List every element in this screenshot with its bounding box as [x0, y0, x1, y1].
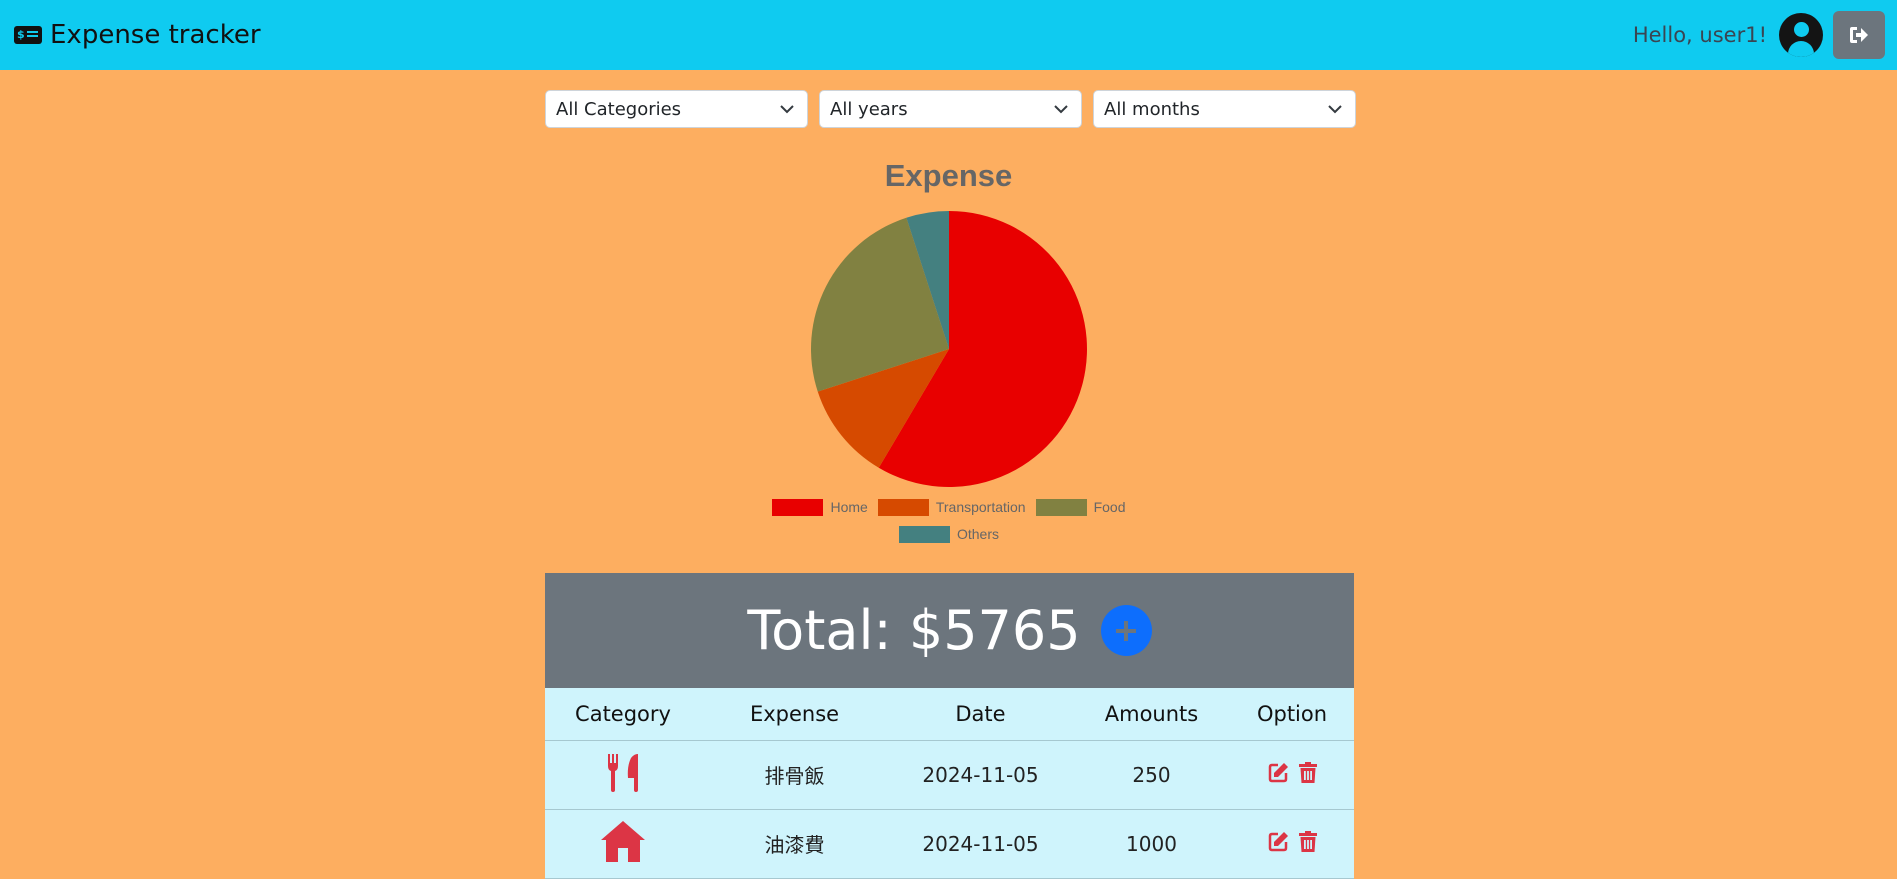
category-cell [545, 740, 701, 810]
chevron-down-icon [1328, 105, 1342, 114]
column-header-date[interactable]: Date [888, 688, 1073, 741]
expense-cell: 油漆費 [701, 809, 888, 879]
option-cell [1230, 809, 1354, 879]
pie-slice-food[interactable] [811, 217, 949, 392]
category-select-value: All Categories [556, 98, 682, 120]
user-circle-icon[interactable] [1779, 13, 1823, 57]
expense-table: Category Expense Date Amounts Option 排骨飯… [545, 688, 1354, 879]
option-cell [1230, 740, 1354, 810]
legend-label: Food [1093, 499, 1126, 515]
legend-label: Others [956, 526, 999, 542]
pie-slice-others[interactable] [906, 211, 949, 349]
legend-swatch [877, 499, 929, 516]
pie-slice-home[interactable] [878, 211, 1087, 488]
table-row: 排骨飯 2024-11-05 250 [545, 740, 1354, 810]
legend-swatch [1035, 499, 1087, 516]
expense-cell: 排骨飯 [701, 740, 888, 810]
expense-table-card: Total: $5765 Category Expense Date Amoun… [545, 573, 1354, 879]
table-header-row: Category Expense Date Amounts Option [545, 688, 1354, 741]
edit-icon[interactable] [1268, 762, 1289, 783]
legend-item-home[interactable]: Home [772, 494, 868, 521]
filters: All Categories All years All months [545, 90, 1356, 128]
date-cell: 2024-11-05 [888, 809, 1073, 879]
logout-button[interactable] [1833, 11, 1885, 59]
sign-out-icon [1850, 27, 1868, 43]
legend-swatch [772, 499, 824, 516]
edit-icon[interactable] [1268, 831, 1289, 852]
chevron-down-icon [1054, 105, 1068, 114]
legend-label: Transportation [935, 499, 1026, 515]
brand[interactable]: $ Expense tracker [14, 20, 261, 50]
amount-cell: 1000 [1073, 809, 1230, 879]
pie-slice-transportation[interactable] [817, 349, 949, 468]
greeting-text: Hello, user1! [1632, 23, 1767, 47]
legend-swatch [898, 526, 950, 543]
utensils-icon [608, 754, 638, 792]
chart-legend: Home Transportation Food Others [545, 494, 1353, 548]
legend-item-food[interactable]: Food [1035, 494, 1126, 521]
category-cell [545, 809, 701, 879]
column-header-amounts[interactable]: Amounts [1073, 688, 1230, 741]
navbar: $ Expense tracker Hello, user1! [0, 0, 1897, 70]
amount-cell: 250 [1073, 740, 1230, 810]
legend-label: Home [830, 499, 868, 515]
legend-row: Home Transportation Food [545, 494, 1353, 521]
date-cell: 2024-11-05 [888, 740, 1073, 810]
expense-pie-chart [811, 211, 1087, 488]
year-select-value: All years [830, 98, 908, 120]
trash-icon[interactable] [1298, 830, 1317, 852]
column-header-category[interactable]: Category [545, 688, 701, 741]
chevron-down-icon [780, 105, 794, 114]
column-header-option: Option [1230, 688, 1354, 741]
nav-right: Hello, user1! [1633, 11, 1885, 59]
month-select[interactable]: All months [1093, 90, 1356, 128]
total-bar: Total: $5765 [545, 573, 1354, 688]
money-bill-icon: $ [14, 26, 42, 44]
month-select-value: All months [1104, 98, 1200, 120]
year-select[interactable]: All years [819, 90, 1082, 128]
column-header-expense[interactable]: Expense [701, 688, 888, 741]
legend-item-transportation[interactable]: Transportation [877, 494, 1026, 521]
category-select[interactable]: All Categories [545, 90, 808, 128]
brand-title: Expense tracker [50, 20, 261, 50]
legend-item-others[interactable]: Others [898, 521, 999, 548]
chart-title: Expense [884, 158, 1013, 193]
total-amount: Total: $5765 [747, 599, 1081, 662]
trash-icon[interactable] [1298, 761, 1317, 783]
table-row: 油漆費 2024-11-05 1000 [545, 809, 1354, 879]
home-icon [601, 821, 645, 862]
legend-row: Others [545, 521, 1353, 548]
add-expense-button[interactable] [1100, 605, 1152, 656]
